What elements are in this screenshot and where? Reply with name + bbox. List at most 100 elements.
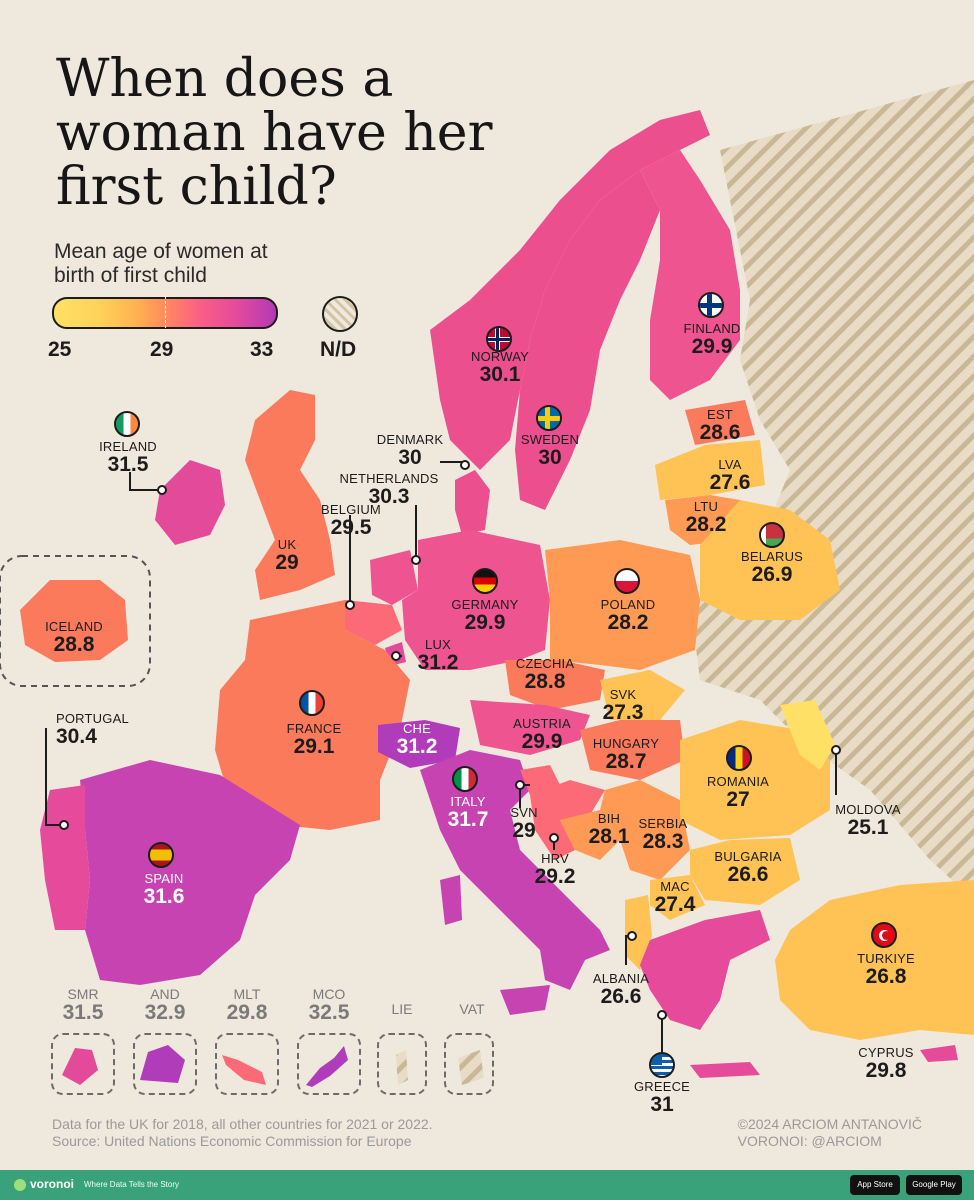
label-cyprus: CYPRUS 29.8 (844, 1046, 928, 1082)
label-lithuania: LTU 28.2 (676, 500, 736, 536)
micro-lie: LIE (362, 1002, 442, 1017)
serbia-name: SERBIA (638, 816, 688, 831)
ireland-name: IRELAND (99, 439, 157, 454)
portugal-name: PORTUGAL (56, 711, 129, 726)
turkiye-value: 26.8 (865, 964, 907, 988)
label-sweden: SWEDEN 30 (508, 433, 592, 469)
micro-mlt-value: 29.8 (226, 1000, 268, 1024)
label-romania: ROMANIA 27 (696, 775, 780, 811)
serbia-shape (600, 780, 690, 880)
belgium-shape (345, 600, 402, 645)
albania-name: ALBANIA (592, 971, 650, 986)
leader-dots (59, 460, 841, 1020)
belarus-name: BELARUS (740, 549, 804, 564)
france-value: 29.1 (293, 734, 335, 758)
micro-smr-name: SMR (67, 986, 99, 1002)
poland-flag-icon (614, 568, 640, 594)
label-italy: ITALY 31.7 (426, 795, 510, 831)
austria-name: AUSTRIA (513, 716, 571, 731)
label-albania: ALBANIA 26.6 (584, 972, 658, 1008)
voronoi-logo-icon (14, 1178, 26, 1191)
label-denmark: DENMARK 30 (368, 433, 452, 469)
label-switzerland: CHE 31.2 (387, 722, 447, 758)
finland-name: FINLAND (683, 321, 741, 336)
label-north-macedonia: MAC 27.4 (650, 880, 700, 916)
denmark-name: DENMARK (376, 432, 444, 447)
micro-smr-box (51, 1033, 115, 1095)
luxembourg-value: 31.2 (417, 650, 459, 674)
bosnia-name: BIH (597, 811, 621, 826)
no-data-swatch (322, 296, 358, 332)
mlt-shape (222, 1055, 266, 1085)
latvia-value: 27.6 (709, 470, 751, 494)
greece-value: 31 (650, 1092, 674, 1116)
micro-mlt-box (215, 1033, 279, 1095)
brand-name: voronoi (30, 1177, 74, 1191)
germany-flag-icon (472, 568, 498, 594)
micro-vat-box (444, 1033, 494, 1095)
greece-name: GREECE (633, 1079, 691, 1094)
spain-shape (80, 760, 300, 985)
cyprus-shape (920, 1045, 958, 1062)
ireland-flag-icon (114, 411, 140, 437)
switzerland-value: 31.2 (396, 734, 438, 758)
label-moldova: MOLDOVA 25.1 (826, 803, 910, 839)
footnote-data-years: Data for the UK for 2018, all other coun… (52, 1116, 433, 1132)
micro-and-value: 32.9 (144, 1000, 186, 1024)
micro-vat-name: VAT (459, 1001, 485, 1017)
france-flag-icon (299, 690, 325, 716)
hungary-value: 28.7 (605, 749, 647, 773)
legend-mid-tick (165, 296, 166, 328)
belarus-value: 26.9 (751, 562, 793, 586)
albania-shape (625, 895, 652, 970)
estonia-value: 28.6 (699, 420, 741, 444)
label-spain: SPAIN 31.6 (122, 872, 206, 908)
poland-shape (545, 540, 700, 670)
label-norway: NORWAY 30.1 (458, 350, 542, 386)
romania-shape (680, 720, 830, 840)
cyprus-name: CYPRUS (858, 1045, 914, 1060)
latvia-shape (655, 440, 765, 500)
label-slovenia: SVN 29 (504, 806, 544, 842)
ireland-shape (155, 460, 225, 545)
romania-name: ROMANIA (706, 774, 770, 789)
belgium-value: 29.5 (330, 515, 372, 539)
label-czechia: CZECHIA 28.8 (503, 657, 587, 693)
no-data-label: N/D (320, 338, 357, 361)
estonia-name: EST (707, 407, 733, 422)
label-iceland: ICELAND 28.8 (32, 620, 116, 656)
greece-shape (640, 910, 770, 1030)
micro-lie-name: LIE (391, 1001, 413, 1017)
ireland-value: 31.5 (107, 452, 149, 476)
moldova-name: MOLDOVA (835, 802, 901, 817)
turkiye-name: TURKIYE (857, 951, 915, 966)
app-store-button[interactable]: App Store (850, 1175, 900, 1195)
italy-flag-icon (452, 766, 478, 792)
netherlands-shape (370, 550, 418, 605)
micro-and-box (133, 1033, 197, 1095)
latvia-name: LVA (718, 457, 742, 472)
micro-mco: MCO 32.5 (289, 987, 369, 1024)
moldova-shape (780, 700, 835, 770)
google-play-button[interactable]: Google Play (906, 1175, 962, 1195)
norway-flag-icon (486, 326, 512, 352)
label-belgium: BELGIUM 29.5 (314, 503, 388, 539)
micro-mco-value: 32.5 (308, 1000, 350, 1024)
poland-name: POLAND (600, 597, 656, 612)
micro-mlt-name: MLT (233, 986, 261, 1002)
iceland-name: ICELAND (45, 619, 103, 634)
voronoi-logo[interactable]: voronoi (14, 1177, 74, 1191)
iceland-shape (20, 580, 128, 662)
serbia-value: 28.3 (642, 829, 684, 853)
crete-shape (690, 1062, 760, 1078)
label-ireland: IRELAND 31.5 (86, 440, 170, 476)
credit: ©2024 ARCIOM ANTANOVIČ VORONOI: @ARCIOM (738, 1116, 922, 1150)
mco-shape (306, 1046, 348, 1087)
denmark-value: 30 (398, 445, 422, 469)
spain-value: 31.6 (143, 884, 185, 908)
italy-value: 31.7 (447, 807, 489, 831)
north-macedonia-name: MAC (660, 879, 690, 894)
norway-value: 30.1 (479, 362, 521, 386)
sweden-flag-icon (536, 405, 562, 431)
